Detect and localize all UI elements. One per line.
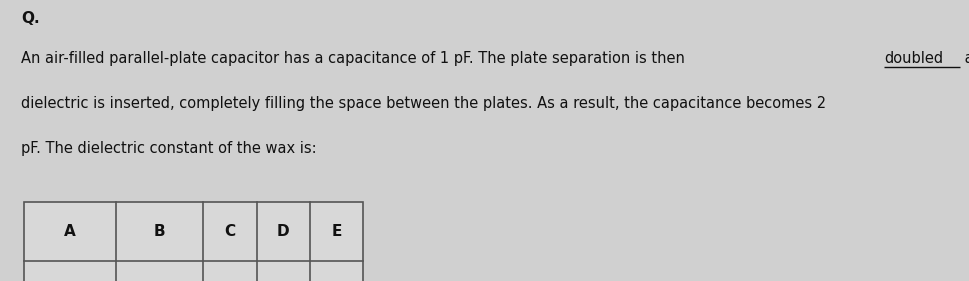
Bar [24, 202, 363, 281]
Text: doubled: doubled [884, 51, 943, 65]
Text: An air-filled parallel-plate capacitor has a capacitance of 1 pF. The plate sepa: An air-filled parallel-plate capacitor h… [21, 51, 690, 65]
Text: D: D [277, 224, 290, 239]
Text: dielectric is inserted, completely filling the space between the plates. As a re: dielectric is inserted, completely filli… [21, 96, 827, 110]
Text: and a wax: and a wax [960, 51, 969, 65]
Text: C: C [225, 224, 235, 239]
Text: pF. The dielectric constant of the wax is:: pF. The dielectric constant of the wax i… [21, 140, 317, 155]
Text: B: B [154, 224, 166, 239]
Text: Q.: Q. [21, 11, 40, 26]
Text: E: E [331, 224, 342, 239]
Text: A: A [64, 224, 77, 239]
